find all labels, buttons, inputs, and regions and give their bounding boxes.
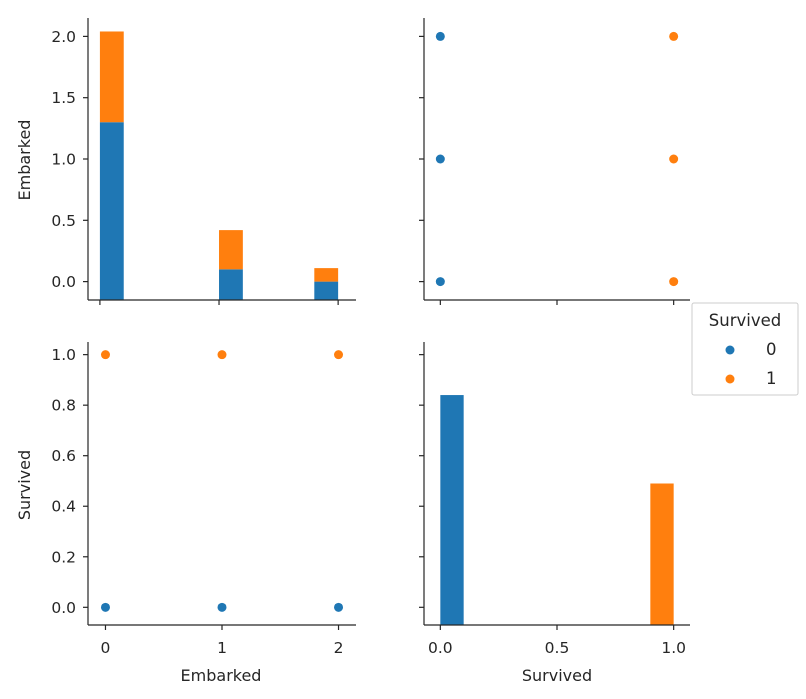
scatter-point-0 — [100, 602, 110, 612]
legend-label-1: 1 — [766, 369, 777, 388]
scatter-point-0 — [435, 277, 445, 287]
scatter-point-1 — [217, 350, 227, 360]
panel-bottom-left: 0.0 0.2 0.4 0.6 0.8 1.0 0 1 2 — [51, 342, 356, 657]
hist-bar-1 — [650, 483, 674, 625]
y-tick-label: 0.8 — [51, 397, 76, 415]
y-tick-label: 0.5 — [51, 212, 76, 230]
hist-bar-0 — [219, 269, 243, 300]
scatter-point-1 — [669, 277, 679, 287]
row0-ylabel: Embarked — [15, 120, 34, 201]
col0-xlabel: Embarked — [181, 666, 262, 685]
y-tick-label: 2.0 — [51, 28, 76, 46]
y-tick-label: 0.4 — [51, 498, 76, 516]
panel-top-left: 0.0 0.5 1.0 1.5 2.0 — [51, 18, 356, 305]
legend-label-0: 0 — [766, 340, 777, 359]
legend-marker-0 — [725, 345, 735, 355]
legend: Survived 0 1 — [691, 302, 799, 396]
y-tick-label: 0.2 — [51, 548, 76, 566]
hist-bar-1 — [99, 31, 124, 123]
panel-bottom-right: 0.0 0.5 1.0 — [419, 342, 690, 657]
x-tick-label: 0 — [101, 639, 111, 657]
scatter-point-0 — [217, 602, 227, 612]
x-tick-label: 2 — [334, 639, 344, 657]
y-tick-label: 0.6 — [51, 447, 76, 465]
hist-bar-1 — [219, 230, 243, 270]
y-tick-label: 1.0 — [51, 346, 76, 364]
legend-frame — [691, 302, 799, 396]
scatter-point-1 — [100, 350, 110, 360]
legend-marker-1 — [725, 374, 735, 384]
legend-title: Survived — [709, 311, 781, 330]
hist-bar-0 — [314, 281, 339, 300]
row1-ylabel: Survived — [15, 450, 34, 520]
x-tick-label: 0.0 — [428, 639, 453, 657]
col1-xlabel: Survived — [522, 666, 592, 685]
x-tick-label: 1 — [217, 639, 227, 657]
y-tick-label: 1.0 — [51, 151, 76, 169]
scatter-point-0 — [435, 31, 445, 41]
scatter-point-1 — [334, 350, 344, 360]
x-tick-label: 0.5 — [545, 639, 570, 657]
hist-bar-1 — [314, 268, 339, 282]
hist-bar-0 — [440, 395, 464, 625]
scatter-point-0 — [334, 602, 344, 612]
y-tick-label: 0.0 — [51, 273, 76, 291]
y-tick-label: 0.0 — [51, 599, 76, 617]
panel-top-right — [419, 18, 690, 305]
scatter-point-1 — [669, 31, 679, 41]
x-tick-label: 1.0 — [661, 639, 686, 657]
scatter-point-0 — [435, 154, 445, 164]
y-tick-label: 1.5 — [51, 89, 76, 107]
scatter-point-1 — [669, 154, 679, 164]
hist-bar-0 — [99, 122, 124, 300]
